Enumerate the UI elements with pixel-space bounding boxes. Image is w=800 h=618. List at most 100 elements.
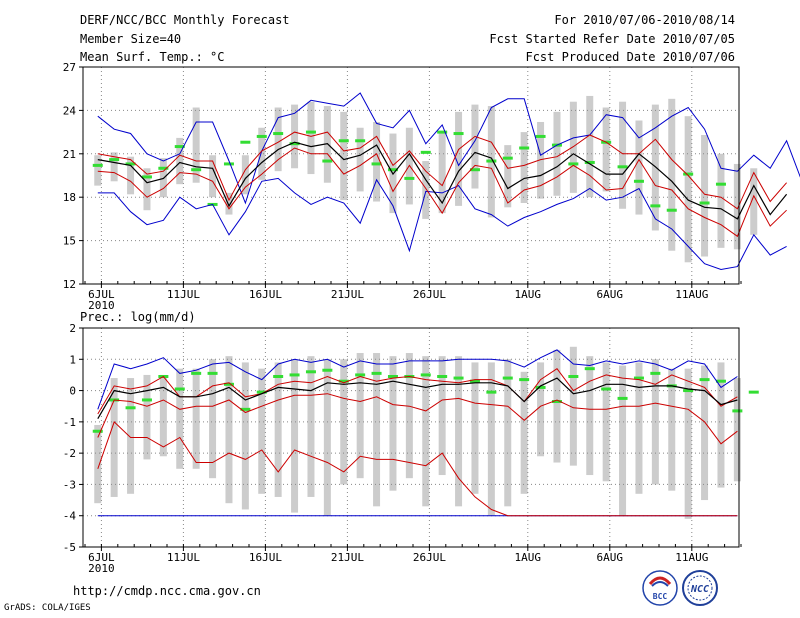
temperature-xtick-label: 11AUG [675,288,708,301]
variable-label: Mean Surf. Temp.: °C [80,50,225,64]
precipitation-box [422,356,430,507]
precipitation-box [373,353,381,507]
temperature-box [422,161,430,219]
temperature-box [356,127,364,192]
temperature-xtick-label: 6JUL [88,288,115,301]
precipitation-box [241,362,249,510]
precipitation-box [471,362,479,494]
temperature-xtick-label: 21JUL [331,288,364,301]
precipitation-ytick-label: -5 [63,541,76,554]
precipitation-ytick-label: -2 [63,447,76,460]
temperature-box [701,134,709,257]
precipitation-box [159,374,167,457]
precipitation-box [586,356,594,476]
precipitation-ytick-label: -4 [63,510,77,523]
temperature-xtick-label: 6AUG [597,288,624,301]
temperature-box [733,163,741,250]
precipitation-box [520,371,528,494]
precipitation-box [209,359,217,479]
temperature-box [258,127,266,180]
precipitation-ytick-label: 0 [69,385,76,398]
temperature-box [373,121,381,202]
precipitation-xtick-label: 26JUL [413,551,446,564]
precipitation-ytick-label: 1 [69,353,76,366]
temperature-box [553,111,561,196]
precipitation-p75-line [97,368,738,415]
precipitation-ytick-label: -1 [63,416,76,429]
agency-logos: BCC NCC [642,570,718,606]
precipitation-box [717,362,725,488]
temperature-box [127,156,135,195]
precipitation-box [455,356,463,507]
temperature-box [602,107,610,192]
temperature-box [750,168,758,235]
temperature-box [143,168,151,211]
precipitation-box [110,378,118,497]
temperature-p75-line [97,131,787,210]
forecast-period: For 2010/07/06-2010/08/14 [554,13,735,27]
temperature-box [176,137,184,185]
precipitation-xtick-label: 6AUG [597,551,624,564]
temperature-box [209,155,217,198]
precipitation-p25-line [97,393,738,445]
precipitation-box [258,368,266,494]
precipitation-box [143,374,151,460]
ncc-logo: NCC [682,570,718,606]
temperature-box [455,111,463,206]
precipitation-box [701,365,709,501]
precipitation-box [504,359,512,507]
precipitation-xtick-label: 21JUL [331,551,364,564]
temperature-year-label: 2010 [88,299,115,312]
precipitation-box [668,368,676,491]
precipitation-xtick-label: 11AUG [675,551,708,564]
forecast-start-date: Fcst Started Refer Date 2010/07/05 [489,32,735,46]
precipitation-box [127,378,135,494]
precipitation-box [619,365,627,516]
temperature-box [192,107,200,183]
bcc-logo-text: BCC [653,592,668,601]
temperature-box [340,111,348,201]
temperature-box [110,152,118,182]
temperature-box [225,192,233,215]
temperature-box [635,120,643,215]
temperature-box [94,155,102,186]
precipitation-box [307,356,315,497]
precipitation-box [487,362,495,516]
precipitation-box [438,356,446,476]
precipitation-box [405,353,413,479]
precipitation-box [389,356,397,491]
ncc-logo-text: NCC [690,584,709,595]
temperature-xtick-label: 1AUG [515,288,542,301]
temperature-box [471,104,479,189]
temperature-ytick-label: 18 [63,191,76,204]
temperature-ytick-label: 15 [63,235,76,248]
precipitation-box [176,368,184,469]
precipitation-box [356,353,364,479]
precipitation-box [94,424,102,504]
temperature-box [684,116,692,263]
precipitation-year-label: 2010 [88,562,115,575]
chart-title: DERF/NCC/BCC Monthly Forecast [80,13,290,27]
bcc-logo: BCC [642,570,678,606]
temperature-box [520,132,528,203]
precipitation-box [569,346,577,466]
temperature-box [291,104,299,169]
precipitation-box [225,356,233,504]
temperature-max-line [97,92,800,205]
temperature-box [569,101,577,193]
temperature-box [274,107,282,172]
temperature-min-line [97,177,787,271]
temperature-box [668,98,676,251]
temperature-ytick-label: 27 [63,61,76,74]
precipitation-box [323,359,331,516]
precipitation-ytick-label: 2 [69,322,76,335]
precipitation-box [291,359,299,513]
temperature-xtick-label: 16JUL [249,288,282,301]
source-url-link[interactable]: http://cmdp.ncc.cma.gov.cn [73,584,261,598]
temperature-p25-line [97,147,787,238]
temperature-ytick-label: 12 [63,278,76,291]
forecast-produced-date: Fcst Produced Date 2010/07/06 [525,50,735,64]
temperature-frame [82,66,740,285]
